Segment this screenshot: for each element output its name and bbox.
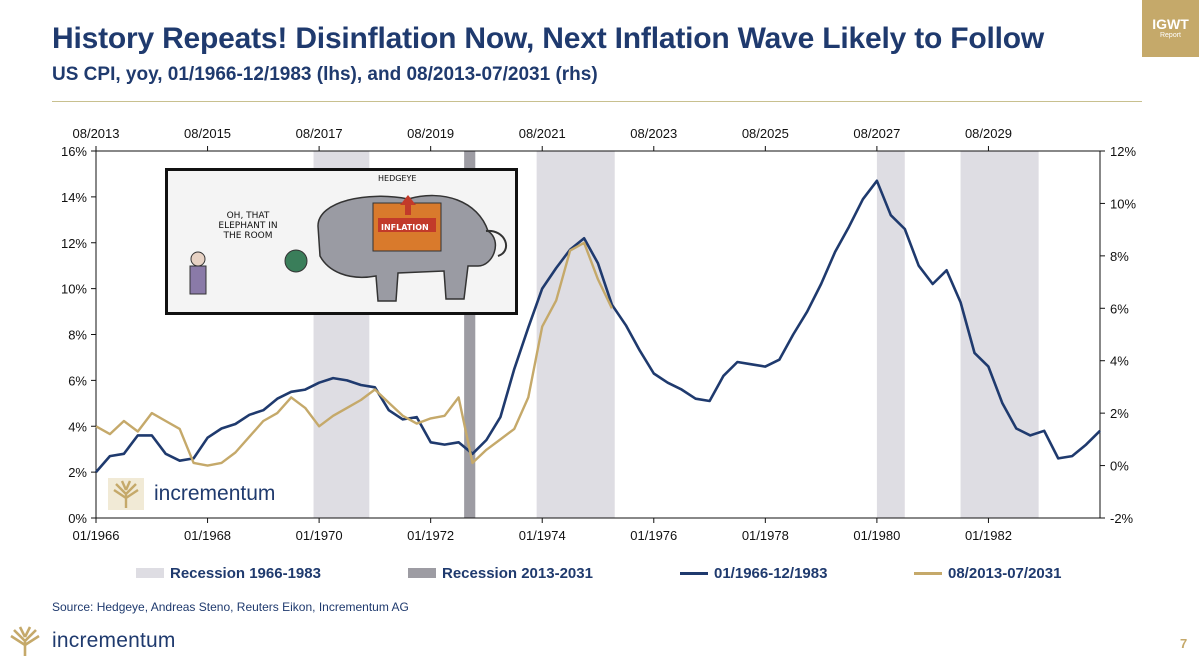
- y-right-tick-label: -2%: [1110, 511, 1134, 526]
- blanket-text: INFLATION: [381, 223, 429, 232]
- y-right-tick-label: 4%: [1110, 354, 1129, 369]
- recession-band-1966-2: [876, 151, 905, 518]
- x-bottom-tick-label: 01/1982: [965, 528, 1012, 543]
- y-right-tick-label: 0%: [1110, 459, 1129, 474]
- x-top-tick-label: 08/2029: [965, 126, 1012, 141]
- badge-subtitle: Report: [1159, 32, 1181, 39]
- footer-tree-icon: [10, 626, 40, 656]
- x-bottom-tick-label: 01/1968: [184, 528, 231, 543]
- source-note: Source: Hedgeye, Andreas Steno, Reuters …: [52, 600, 409, 614]
- recession-band-2013-0: [464, 151, 476, 518]
- x-bottom-tick-label: 01/1976: [630, 528, 677, 543]
- chart-axes: 0% 2% 4% 6% 8% 10% 12% 14% 16% -2% 0% 2% 4% 6% 8% 10% 12…: [61, 126, 1136, 543]
- series-line-1966-1983: [95, 179, 1101, 473]
- y-left-tick-label: 12%: [61, 236, 87, 251]
- x-top-tick-label: 08/2021: [519, 126, 566, 141]
- y-left-tick-label: 10%: [61, 282, 87, 297]
- x-top-tick-label: 08/2015: [184, 126, 231, 141]
- legend-label-s1: 01/1966-12/1983: [714, 564, 828, 582]
- legend-recession-2013: Recession 2013-2031: [408, 562, 593, 584]
- x-top-tick-label: 08/2027: [853, 126, 900, 141]
- legend-recession-1966: Recession 1966-1983: [136, 562, 321, 584]
- y-left-tick-label: 8%: [68, 328, 87, 343]
- x-bottom-tick-label: 01/1974: [519, 528, 566, 543]
- x-bottom-tick-label: 01/1972: [407, 528, 454, 543]
- x-bottom-tick-label: 01/1970: [296, 528, 343, 543]
- series-line-2013-2031: [95, 241, 613, 467]
- legend-label-s2: 08/2013-07/2031: [948, 564, 1062, 582]
- footer-logo: incrementum: [6, 624, 176, 658]
- page-title: History Repeats! Disinflation Now, Next …: [52, 22, 1045, 55]
- title-divider: [52, 101, 1142, 102]
- y-left-tick-label: 2%: [68, 465, 87, 480]
- x-top-tick-label: 08/2019: [407, 126, 454, 141]
- speech-bubble-text: OH, THAT ELEPHANT IN THE ROOM: [218, 211, 278, 241]
- x-top-tick-label: 08/2025: [742, 126, 789, 141]
- series-lines: [95, 179, 1101, 473]
- elephant-cartoon: HEDGEYE OH, THAT ELEPHANT IN THE ROOM IN…: [165, 168, 518, 315]
- recession-band-1966-1: [536, 151, 615, 518]
- y-right-tick-label: 2%: [1110, 406, 1129, 421]
- small-figure: [284, 249, 308, 273]
- chart-watermark: incrementum: [108, 478, 275, 510]
- badge-title: IGWT: [1152, 16, 1189, 32]
- watermark-wordmark: incrementum: [154, 482, 276, 505]
- page-subtitle: US CPI, yoy, 01/1966-12/1983 (lhs), and …: [52, 64, 598, 85]
- cartoon-drawing: [168, 171, 515, 312]
- y-left-tick-label: 6%: [68, 373, 87, 388]
- x-bottom-tick-label: 01/1978: [742, 528, 789, 543]
- recession-band-1966-3: [960, 151, 1039, 518]
- x-bottom-tick-label: 01/1966: [73, 528, 120, 543]
- x-bottom-tick-label: 01/1980: [853, 528, 900, 543]
- legend-swatch-rec1: [136, 568, 164, 578]
- man-head: [190, 251, 206, 267]
- y-right-tick-label: 12%: [1110, 144, 1136, 159]
- man-figure: [189, 265, 207, 295]
- legend-series-2013: 08/2013-07/2031: [914, 562, 1061, 584]
- page-number: 7: [1180, 636, 1188, 651]
- y-right-tick-label: 6%: [1110, 301, 1129, 316]
- y-right-tick-label: 8%: [1110, 249, 1129, 264]
- footer-wordmark: incrementum: [52, 629, 176, 652]
- tree-logo-icon: [108, 478, 144, 510]
- x-top-tick-label: 08/2017: [296, 126, 343, 141]
- y-left-tick-label: 4%: [68, 419, 87, 434]
- igwt-badge: IGWT Report: [1142, 0, 1199, 57]
- y-right-tick-label: 10%: [1110, 196, 1136, 211]
- y-left-tick-label: 14%: [61, 190, 87, 205]
- elephant-trunk: [485, 229, 508, 257]
- legend-label-rec2: Recession 2013-2031: [442, 564, 593, 582]
- legend-line-s2: [914, 571, 942, 575]
- legend-label-rec1: Recession 1966-1983: [170, 564, 321, 582]
- legend-series-1966: 01/1966-12/1983: [680, 562, 827, 584]
- y-left-tick-label: 16%: [61, 144, 87, 159]
- legend-swatch-rec2: [408, 568, 436, 578]
- x-top-tick-label: 08/2013: [73, 126, 120, 141]
- cartoon-signature: HEDGEYE: [378, 174, 417, 183]
- legend-line-s1: [680, 571, 708, 575]
- up-arrow-icon: [400, 195, 416, 215]
- y-left-tick-label: 0%: [68, 511, 87, 526]
- blanket-band: [378, 218, 436, 232]
- x-top-tick-label: 08/2023: [630, 126, 677, 141]
